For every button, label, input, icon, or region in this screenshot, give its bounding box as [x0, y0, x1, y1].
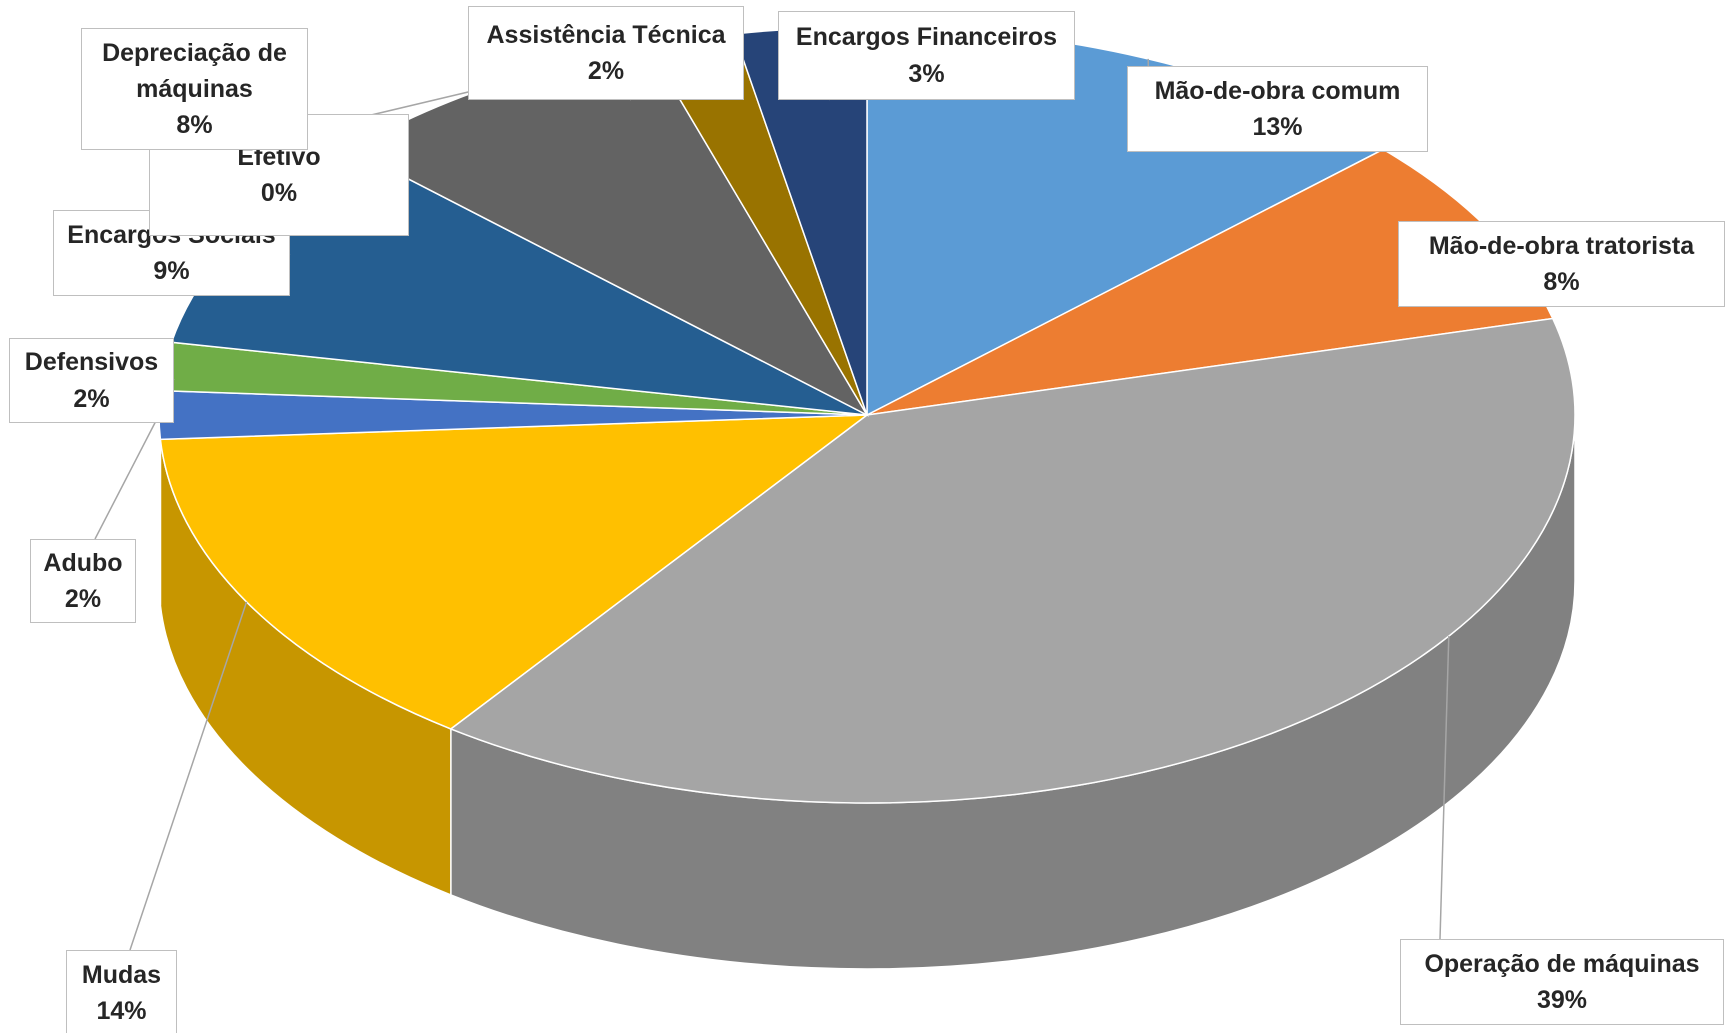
data-label: Adubo 2% [30, 539, 136, 623]
value-label: 0% [260, 179, 298, 207]
leader-line [1439, 636, 1450, 940]
value-label: 14% [96, 997, 147, 1025]
value-label: 2% [64, 585, 102, 613]
leader-line [94, 414, 160, 540]
category-name: Depreciação de máquinas [102, 38, 287, 103]
category-name: Encargos Financeiros [795, 23, 1058, 52]
value-label: 9% [153, 257, 190, 285]
category-name: Mão-de-obra tratorista [1428, 231, 1695, 260]
category-name: Mão-de-obra comum [1154, 76, 1401, 105]
data-label: Encargos Financeiros 3% [778, 11, 1075, 100]
value-label: 8% [1543, 268, 1580, 296]
category-name: Mudas [81, 960, 162, 989]
category-name: Adubo [43, 548, 123, 577]
category-name: Defensivos [24, 348, 159, 377]
data-label: Defensivos 2% [9, 338, 174, 423]
category-name: Assistência Técnica [486, 20, 726, 49]
data-label: Mudas 14% [66, 950, 177, 1033]
pie-slice [159, 414, 870, 730]
leader-line [129, 601, 248, 951]
data-label: Mão-de-obra comum 13% [1127, 66, 1428, 152]
data-label: Operação de máquinas 39% [1400, 939, 1724, 1025]
data-label: Assistência Técnica 2% [468, 6, 744, 100]
value-label: 13% [1252, 113, 1303, 141]
value-label: 2% [73, 384, 110, 413]
pie-slice [449, 317, 1576, 804]
value-label: 39% [1536, 986, 1588, 1014]
value-label: 8% [176, 111, 213, 140]
value-label: 2% [587, 57, 625, 85]
data-label: Depreciação de máquinas 8% [81, 28, 308, 150]
value-label: 3% [908, 59, 945, 88]
data-label: Mão-de-obra tratorista 8% [1398, 221, 1725, 307]
category-name: Operação de máquinas [1424, 949, 1700, 978]
